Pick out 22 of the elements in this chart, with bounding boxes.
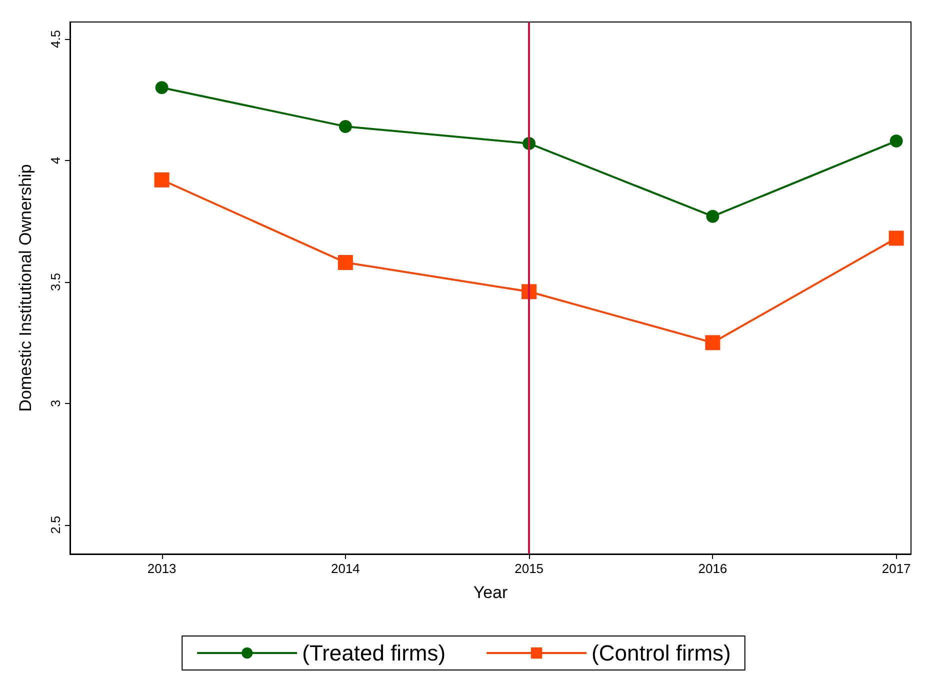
y-tick-label: 4.5 — [48, 30, 63, 48]
point — [338, 254, 353, 270]
x-tick-label: 2015 — [514, 561, 544, 576]
point — [706, 210, 720, 223]
y-tick-label: 4 — [48, 156, 63, 164]
y-tick-label: 3.5 — [48, 272, 63, 291]
y-tick-label: 3 — [48, 400, 63, 408]
point — [888, 230, 904, 246]
x-tick-label: 2013 — [147, 561, 176, 576]
point — [890, 134, 903, 148]
point — [154, 172, 170, 188]
legend-label: (Treated firms) — [302, 640, 446, 666]
x-tick-label: 2014 — [330, 561, 360, 576]
point — [155, 81, 168, 94]
legend-label: (Control firms) — [592, 640, 731, 666]
point — [338, 120, 352, 133]
x-tick-label: 2016 — [698, 561, 728, 576]
x-axis-title: Year — [473, 583, 508, 602]
point — [705, 335, 720, 350]
x-tick-label: 2017 — [882, 561, 911, 576]
y-axis-title: Domestic Institutional Ownership — [16, 164, 35, 412]
y-tick-label: 2.5 — [48, 516, 63, 534]
